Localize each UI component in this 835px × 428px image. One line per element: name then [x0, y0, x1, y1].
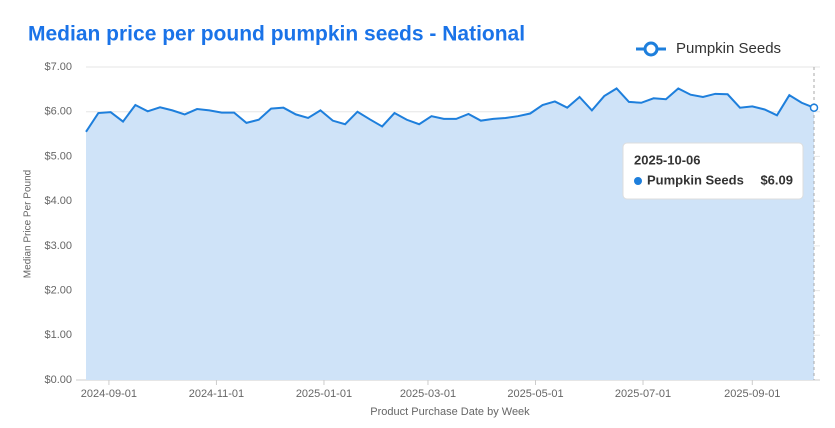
x-tick-label: 2024-09-01: [81, 388, 137, 400]
y-tick-label: $6.00: [44, 106, 72, 118]
x-tick-label: 2025-03-01: [400, 388, 456, 400]
y-tick-label: $1.00: [44, 329, 72, 341]
chart-title: Median price per pound pumpkin seeds - N…: [28, 23, 525, 46]
legend-label: Pumpkin Seeds: [676, 40, 781, 57]
area: [86, 88, 814, 380]
tooltip-value: $6.09: [760, 172, 793, 187]
x-tick-label: 2025-01-01: [296, 388, 352, 400]
legend-marker: [643, 41, 659, 57]
line: [85, 87, 815, 133]
x-tick-label: 2024-11-01: [189, 388, 244, 400]
x-axis-label: Product Purchase Date by Week: [370, 406, 530, 418]
tooltip: 2025-10-06 Pumpkin Seeds $6.09: [622, 142, 804, 200]
tooltip-box: [622, 142, 804, 200]
hover-point: [809, 103, 819, 112]
y-tick-label: $7.00: [44, 61, 72, 73]
y-tick-label: $4.00: [44, 195, 72, 207]
x-tick-label: 2025-05-01: [507, 388, 563, 400]
tooltip-date: 2025-10-06: [634, 152, 701, 167]
y-tick-label: $0.00: [44, 374, 72, 386]
x-tick-label: 2025-09-01: [724, 388, 780, 400]
x-tick-label: 2025-07-01: [615, 388, 671, 400]
y-tick-label: $2.00: [44, 284, 72, 296]
y-tick-label: $3.00: [44, 240, 72, 252]
tooltip-series: Pumpkin Seeds: [647, 172, 744, 187]
y-axis-label: Median Price Per Pound: [23, 170, 34, 278]
tooltip-swatch: [634, 177, 642, 185]
y-tick-label: $5.00: [44, 150, 72, 162]
